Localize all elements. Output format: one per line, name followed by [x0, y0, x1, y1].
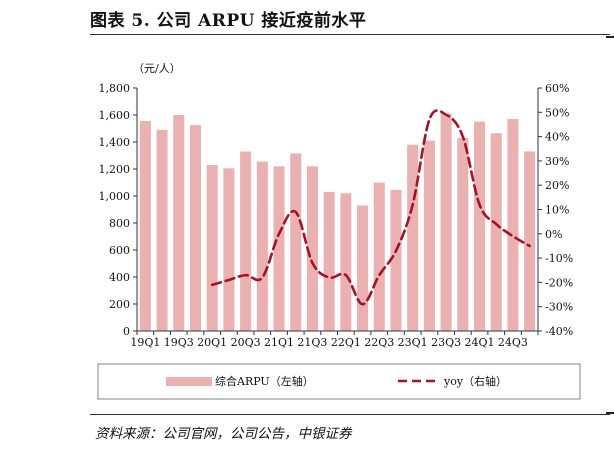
- x-tick-label: 19Q3: [164, 336, 194, 349]
- x-tick-label: 22Q3: [364, 336, 394, 349]
- bar-24Q2: [490, 133, 502, 331]
- x-tick-label: 21Q3: [297, 336, 327, 349]
- title-rule: [90, 34, 610, 35]
- x-tick-label: 23Q3: [431, 336, 461, 349]
- y2-tick-label: 0%: [545, 228, 562, 241]
- bar-20Q4: [256, 161, 268, 331]
- bar-21Q1: [273, 166, 285, 331]
- x-tick-label: 19Q1: [130, 336, 160, 349]
- y-tick-label: 200: [109, 298, 130, 311]
- x-tick-label: 22Q1: [331, 336, 361, 349]
- y-tick-label: 400: [109, 271, 130, 284]
- bar-20Q3: [240, 151, 252, 331]
- y2-tick-label: 10%: [545, 204, 569, 217]
- y-tick-label: 600: [109, 244, 130, 257]
- x-tick-label: 23Q1: [398, 336, 428, 349]
- y-tick-label: 1,400: [99, 136, 131, 149]
- side-mark-top: [606, 36, 614, 38]
- bar-21Q3: [306, 166, 318, 331]
- bar-20Q2: [223, 168, 235, 331]
- bar-23Q2: [423, 140, 435, 331]
- y-axis-label: （元/人）: [133, 62, 181, 75]
- x-tick-label: 20Q3: [231, 336, 261, 349]
- y-tick-label: 0: [123, 325, 130, 338]
- y-tick-label: 1,000: [99, 190, 131, 203]
- y2-tick-label: 30%: [545, 155, 569, 168]
- bar-24Q1: [474, 121, 486, 331]
- bar-20Q1: [206, 164, 218, 331]
- bar-22Q1: [340, 193, 352, 331]
- legend-line-label: yoy（右轴）: [443, 374, 507, 388]
- bar-21Q2: [290, 153, 302, 331]
- bar-24Q4: [524, 151, 536, 331]
- bar-23Q3: [440, 113, 452, 332]
- bar-23Q1: [407, 144, 419, 331]
- x-tick-label: 21Q1: [264, 336, 294, 349]
- axes-group: 0 200 400 600 800 1,000 1,200 1,400 1,600 1,800 -4…: [99, 82, 574, 349]
- bar-19Q2: [156, 129, 168, 331]
- y-tick-label: 1,800: [99, 82, 131, 95]
- chart-title: 图表 5. 公司 ARPU 接近疫前水平: [90, 11, 367, 31]
- y2-tick-label: -40%: [545, 325, 573, 338]
- bar-19Q3: [173, 115, 185, 331]
- source-rule: [90, 414, 610, 415]
- yoy-line: [210, 109, 531, 306]
- bar-19Q4: [189, 125, 201, 331]
- bar-19Q1: [139, 121, 151, 331]
- y2-tick-label: 20%: [545, 179, 569, 192]
- y-tick-label: 1,600: [99, 109, 131, 122]
- bar-24Q3: [507, 119, 519, 331]
- bar-22Q4: [390, 189, 402, 331]
- x-tick-label: 24Q1: [465, 336, 495, 349]
- y2-tick-label: 60%: [545, 82, 569, 95]
- y2-tick-label: 50%: [545, 106, 569, 119]
- legend-bar-label: 综合ARPU（左轴）: [215, 374, 314, 388]
- bar-23Q4: [457, 137, 469, 331]
- y-tick-label: 1,200: [99, 163, 131, 176]
- bar-22Q2: [357, 205, 369, 331]
- bar-22Q3: [373, 182, 385, 331]
- y2-tick-label: -20%: [545, 276, 573, 289]
- bar-group: [139, 113, 536, 332]
- y2-tick-label: 40%: [545, 131, 569, 144]
- bar-21Q4: [323, 191, 335, 331]
- y2-tick-label: -10%: [545, 252, 573, 265]
- source-note: 资料来源：公司官网，公司公告，中银证券: [95, 426, 352, 442]
- x-tick-label: 24Q3: [498, 336, 528, 349]
- legend-bar-swatch: [166, 377, 212, 386]
- y-tick-label: 800: [109, 217, 130, 230]
- x-tick-label: 20Q1: [197, 336, 227, 349]
- y2-tick-label: -30%: [545, 301, 573, 314]
- side-mark-bottom: [606, 412, 614, 414]
- legend: 综合ARPU（左轴） yoy（右轴）: [97, 363, 581, 400]
